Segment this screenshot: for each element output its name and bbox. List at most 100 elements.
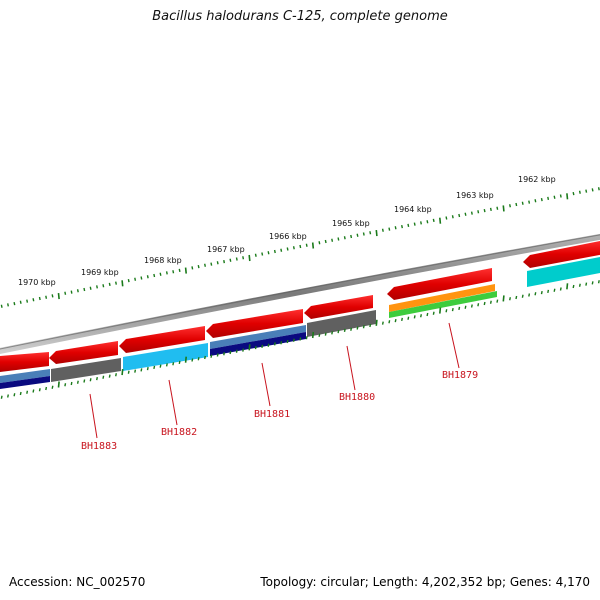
- minor-tick: [432, 218, 435, 223]
- minor-tick: [483, 301, 486, 306]
- minor-tick: [140, 368, 143, 372]
- minor-tick: [445, 309, 448, 313]
- minor-tick: [534, 199, 537, 203]
- cds-arrow: [304, 295, 373, 319]
- minor-tick: [451, 215, 454, 219]
- minor-tick: [362, 232, 365, 236]
- minor-tick: [19, 391, 22, 396]
- major-tick: [375, 319, 378, 326]
- minor-tick: [292, 338, 295, 342]
- minor-tick: [273, 342, 276, 346]
- minor-tick: [108, 374, 111, 378]
- minor-tick: [585, 282, 588, 286]
- minor-tick: [559, 287, 562, 291]
- gene-label-bh1881[interactable]: BH1881: [254, 409, 290, 420]
- minor-tick: [280, 248, 283, 252]
- minor-tick: [521, 201, 524, 205]
- minor-tick: [210, 354, 213, 358]
- minor-tick: [254, 253, 257, 257]
- kbp-label: 1965 kbp: [332, 219, 370, 228]
- minor-tick: [464, 305, 467, 309]
- minor-tick: [407, 223, 410, 228]
- minor-tick: [70, 381, 73, 386]
- minor-tick: [407, 316, 410, 320]
- minor-tick: [89, 378, 92, 382]
- minor-tick: [172, 362, 175, 366]
- minor-tick: [38, 296, 41, 301]
- kbp-label: 1967 kbp: [207, 245, 245, 254]
- gene-label-bh1882[interactable]: BH1882: [161, 427, 197, 438]
- minor-tick: [413, 222, 416, 226]
- minor-tick: [470, 211, 473, 215]
- gene-label-bh1883[interactable]: BH1883: [81, 441, 117, 452]
- minor-tick: [591, 188, 594, 192]
- minor-tick: [286, 247, 289, 251]
- minor-tick: [343, 328, 346, 333]
- minor-tick: [540, 290, 543, 295]
- minor-tick: [286, 339, 289, 344]
- minor-tick: [559, 194, 562, 198]
- minor-tick: [496, 206, 499, 210]
- minor-tick: [515, 202, 518, 207]
- cds-arrow: [119, 326, 205, 353]
- kbp-label: 1964 kbp: [394, 205, 432, 214]
- kbp-label: 1970 kbp: [18, 278, 56, 287]
- minor-tick: [420, 314, 422, 318]
- major-tick: [502, 205, 505, 212]
- minor-tick: [483, 208, 486, 213]
- kbp-label: 1962 kbp: [518, 175, 556, 184]
- minor-tick: [223, 352, 225, 356]
- minor-tick: [534, 292, 537, 296]
- minor-tick: [210, 262, 213, 266]
- minor-tick: [547, 289, 550, 294]
- minor-tick: [394, 226, 397, 230]
- genome-summary-text: Topology: circular; Length: 4,202,352 bp…: [260, 575, 590, 589]
- major-tick: [566, 193, 569, 200]
- minor-tick: [108, 282, 111, 287]
- band-bh1882: [123, 343, 208, 371]
- minor-tick: [470, 304, 473, 308]
- minor-tick: [318, 333, 321, 337]
- minor-tick: [76, 380, 79, 384]
- major-tick: [184, 267, 187, 274]
- minor-tick: [13, 301, 16, 306]
- minor-tick: [509, 297, 511, 301]
- minor-tick: [381, 321, 384, 325]
- minor-tick: [394, 318, 397, 323]
- minor-tick: [191, 266, 194, 270]
- minor-tick: [261, 252, 264, 256]
- minor-tick: [26, 299, 29, 303]
- minor-tick: [242, 348, 245, 352]
- minor-tick: [350, 327, 353, 331]
- minor-tick: [159, 272, 162, 276]
- minor-tick: [547, 196, 550, 201]
- minor-tick: [528, 293, 531, 297]
- minor-tick: [229, 350, 232, 355]
- major-tick: [375, 230, 378, 237]
- minor-tick: [292, 246, 295, 250]
- minor-tick: [204, 263, 206, 267]
- major-tick: [184, 356, 187, 363]
- minor-tick: [477, 210, 480, 214]
- minor-tick: [146, 275, 149, 279]
- accession-text: Accession: NC_002570: [9, 575, 146, 589]
- gene-label-bh1879[interactable]: BH1879: [442, 370, 478, 381]
- outer-tick-ring: [0, 187, 600, 308]
- major-tick: [311, 242, 315, 249]
- major-tick: [57, 381, 60, 388]
- major-tick: [311, 331, 315, 339]
- minor-tick: [165, 271, 168, 275]
- minor-tick: [70, 290, 73, 294]
- minor-tick: [235, 349, 238, 353]
- minor-tick: [324, 239, 327, 244]
- minor-tick: [420, 221, 422, 225]
- minor-tick: [388, 227, 391, 231]
- minor-tick: [477, 303, 480, 307]
- gene-label-bh1880[interactable]: BH1880: [339, 392, 375, 403]
- minor-tick: [165, 363, 168, 367]
- minor-tick: [426, 312, 429, 317]
- minor-tick: [496, 299, 499, 303]
- cds-arrows: [0, 241, 600, 372]
- minor-tick: [337, 329, 340, 334]
- minor-tick: [337, 237, 340, 241]
